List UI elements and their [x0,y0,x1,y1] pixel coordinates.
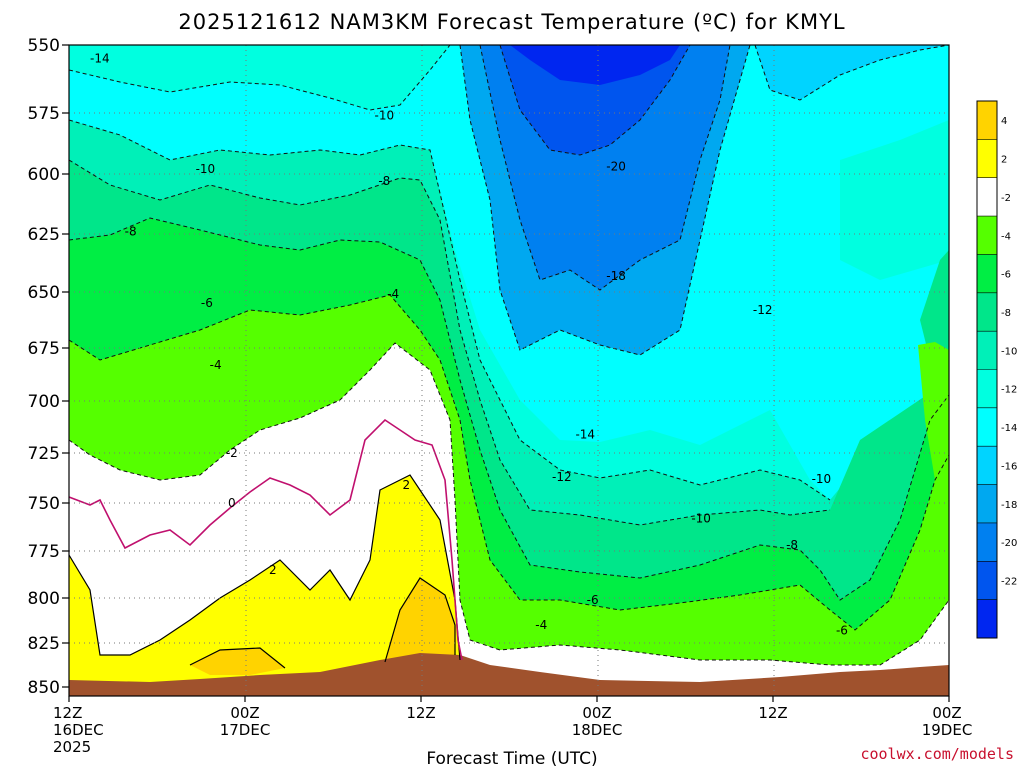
colorbar-tick-label: -14 [1001,423,1017,434]
contour-label: -10 [196,162,216,176]
contour-label: -12 [552,470,572,484]
colorbar-tick-label: 2 [1001,155,1007,166]
contour-label: -4 [387,287,399,301]
contour-label: -8 [125,225,137,239]
x-tick-label: 12Z [53,704,82,722]
colorbar-tick-label: -4 [1001,231,1011,242]
y-tick-label: 850 [28,678,60,698]
colorbar-tick-label: -6 [1001,270,1011,281]
colorbar-swatch [977,139,997,179]
contour-label: -20 [606,160,626,174]
colorbar-swatch [977,561,997,601]
terrain [69,653,949,696]
chart-title: 2025121612 NAM3KM Forecast Temperature (… [178,10,845,34]
y-tick-label: 825 [28,634,60,654]
colorbar-swatch [977,484,997,524]
contour-label: -8 [378,174,390,188]
grid [69,45,949,696]
colorbar-swatch [977,216,997,255]
contour-label: -8 [786,538,798,552]
band-right-14 [755,45,949,100]
contour-label: -4 [210,358,222,372]
contour-label: -10 [812,472,832,486]
x-tick-label: 16DEC [53,721,104,739]
x-tick-label: 00Z [932,704,961,722]
colorbar-swatch [977,599,997,639]
contour-label: 2 [403,478,411,492]
band-min12 [69,45,450,110]
y-tick-label: 800 [28,589,60,609]
x-tick-label: 18DEC [572,721,623,739]
contour-label: -4 [535,618,547,632]
colorbar-tick-label: -2 [1001,193,1011,204]
temperature-field [69,45,949,696]
plot-frame [68,44,950,697]
y-tick-label: 650 [28,283,60,303]
colorbar-tick-label: -20 [1001,538,1017,549]
contour-label: -18 [606,269,626,283]
x-tick-label: 00Z [582,704,611,722]
colorbar-swatch [977,446,997,486]
y-tick-label: 725 [28,444,60,464]
contour-label: -12 [753,303,773,317]
x-axis-label: Forecast Time (UTC) [426,749,597,768]
y-tick-label: 700 [28,392,60,412]
colorbar-swatch [977,177,997,217]
y-tick-label: 575 [28,104,60,124]
positive-isotherm-lines [69,474,461,669]
colorbar-tick-label: -18 [1001,500,1017,511]
credit-text: coolwx.com/models [860,745,1014,763]
contour-label: 0 [228,496,236,510]
y-tick-label: 750 [28,494,60,514]
band-right-4 [918,342,949,480]
x-tick-label: 12Z [758,704,787,722]
x-tick-label: 2025 [53,738,91,756]
colorbar-tick-label: -16 [1001,461,1017,472]
contour-label: -10 [691,511,711,525]
y-tick-label: 775 [28,542,60,562]
freezing-line [69,418,463,661]
colorbar-swatch [977,254,997,294]
x-tick-label: 19DEC [922,721,973,739]
band-plus4-b [385,578,455,662]
y-axis: 550 575 600 625 650 675 700 725 750 775 800 825 850 [28,36,69,698]
contour-labels: -14 -10 -10 -8 -20 -8 -18 -6 -4 -12 -4 -14 -2 2 -12 -10… [90,52,848,638]
colorbar-swatch [977,101,997,140]
y-tick-label: 550 [28,36,60,56]
contour-label: -14 [575,427,595,441]
band-core-22 [510,45,680,85]
contour-label: -6 [587,593,599,607]
contour-label: 2 [269,563,277,577]
colorbar-swatch [977,522,997,562]
contour-label: -14 [90,52,110,66]
contour-label: -2 [226,446,238,460]
colorbar: 4 2 -2 -4 -6 -8 -10 -12 -14 -16 -18 -20 -22 [976,100,1017,639]
x-tick-label: 17DEC [220,721,271,739]
y-tick-label: 600 [28,165,60,185]
colorbar-swatch [977,369,997,409]
contour-label: -6 [201,296,213,310]
y-tick-label: 675 [28,339,60,359]
y-tick-label: 625 [28,225,60,245]
colorbar-swatch [977,407,997,447]
contour-label: -6 [836,623,848,637]
colorbar-tick-label: -10 [1001,346,1017,357]
x-tick-label: 12Z [406,704,435,722]
band-plus4 [190,648,285,675]
colorbar-tick-label: -12 [1001,385,1017,396]
contour-label: -10 [375,108,395,122]
colorbar-tick-label: 4 [1001,116,1007,127]
colorbar-swatch [977,331,997,370]
colorbar-tick-label: -8 [1001,308,1011,319]
colorbar-swatch [977,292,997,332]
band-right-12 [840,120,949,280]
colorbar-tick-label: -22 [1001,576,1017,587]
isotherm-lines [69,45,949,666]
x-tick-label: 00Z [230,704,259,722]
band-plus2 [69,475,460,683]
